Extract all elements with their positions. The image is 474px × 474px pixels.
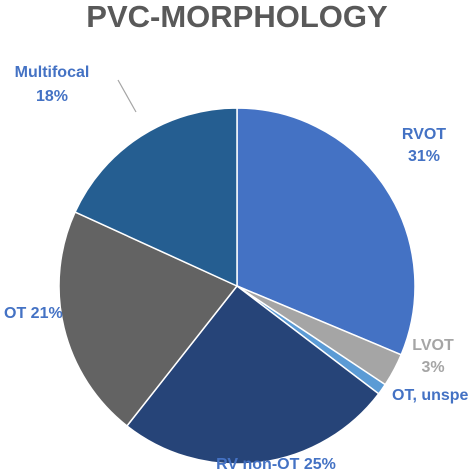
label-rvot: RVOT 31% [402, 126, 446, 165]
label-ot-unspecified-name: OT, unspe [392, 387, 469, 404]
pie-slice-rv-non-ot [125, 284, 380, 465]
label-lvot: LVOT 3% [412, 337, 454, 376]
pie-slice-lv-non-ot [58, 211, 239, 427]
leader-line-multifocal [117, 79, 137, 113]
label-multifocal-value: 18% [36, 88, 68, 105]
label-multifocal-name: Multifocal [15, 64, 90, 81]
label-ot-unspecified: OT, unspe [392, 387, 469, 404]
label-multifocal: Multifocal 18% [15, 64, 90, 105]
label-lv-non-ot-name: OT [4, 305, 26, 322]
label-lv-non-ot-text: OT 21% [4, 305, 63, 322]
label-lv-non-ot-value: 21% [31, 305, 63, 322]
label-lvot-name: LVOT [412, 337, 454, 354]
label-rvot-value: 31% [408, 148, 440, 165]
label-rv-non-ot-text: RV non-OT 25% [216, 456, 336, 473]
label-rv-non-ot-value: 25% [304, 456, 336, 473]
leader-lines [117, 79, 137, 113]
label-lvot-value: 3% [421, 359, 444, 376]
pie-slice-multifocal [74, 107, 238, 288]
chart-title: PVC-MORPHOLOGY [86, 0, 388, 34]
label-rvot-name: RVOT [402, 126, 446, 143]
pie-slices [58, 107, 416, 465]
label-rv-non-ot-name: RV non-OT [216, 456, 299, 473]
pie-slice-rvot [236, 107, 416, 356]
label-lv-non-ot: OT 21% [4, 305, 63, 322]
label-rv-non-ot: RV non-OT 25% [216, 456, 336, 473]
